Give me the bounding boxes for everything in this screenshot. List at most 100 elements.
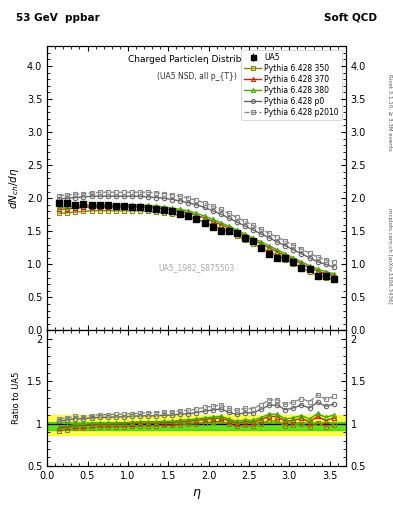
Pythia 6.428 p0 <box>251 227 255 233</box>
Pythia 6.428 380 <box>130 202 134 208</box>
Pythia 6.428 p2010 <box>331 259 336 265</box>
Pythia 6.428 370 <box>97 204 102 210</box>
Pythia 6.428 350 <box>57 210 62 217</box>
Pythia 6.428 p2010 <box>81 190 86 197</box>
Pythia 6.428 380 <box>283 251 288 257</box>
Pythia 6.428 380 <box>57 204 62 210</box>
Pythia 6.428 370 <box>186 210 191 216</box>
Pythia 6.428 p0 <box>73 195 78 201</box>
Pythia 6.428 p2010 <box>170 192 174 198</box>
Pythia 6.428 p2010 <box>65 192 70 198</box>
Pythia 6.428 380 <box>194 210 199 217</box>
Text: 53 GeV  ppbar: 53 GeV ppbar <box>16 13 99 23</box>
Pythia 6.428 370 <box>114 204 118 210</box>
Pythia 6.428 p2010 <box>97 189 102 195</box>
Pythia 6.428 350 <box>226 229 231 235</box>
Pythia 6.428 350 <box>97 208 102 214</box>
Pythia 6.428 p0 <box>226 215 231 221</box>
Pythia 6.428 380 <box>89 202 94 208</box>
Pythia 6.428 p0 <box>267 235 272 241</box>
Pythia 6.428 380 <box>81 202 86 208</box>
Pythia 6.428 370 <box>242 233 247 239</box>
Pythia 6.428 380 <box>97 202 102 208</box>
Pythia 6.428 p0 <box>235 219 239 225</box>
Line: Pythia 6.428 350: Pythia 6.428 350 <box>57 208 336 282</box>
Pythia 6.428 350 <box>323 274 328 281</box>
Pythia 6.428 370 <box>315 268 320 274</box>
Pythia 6.428 380 <box>251 235 255 241</box>
Pythia 6.428 350 <box>315 272 320 278</box>
Pythia 6.428 350 <box>275 253 279 259</box>
Pythia 6.428 380 <box>162 204 167 210</box>
Pythia 6.428 370 <box>57 206 62 212</box>
Pythia 6.428 370 <box>235 229 239 235</box>
Pythia 6.428 370 <box>154 205 158 211</box>
Pythia 6.428 350 <box>146 208 151 215</box>
Pythia 6.428 370 <box>178 208 183 215</box>
Pythia 6.428 p2010 <box>105 189 110 195</box>
Pythia 6.428 p2010 <box>251 222 255 228</box>
Pythia 6.428 p2010 <box>121 189 126 195</box>
Pythia 6.428 p2010 <box>315 254 320 260</box>
Pythia 6.428 380 <box>219 220 223 226</box>
Pythia 6.428 380 <box>65 204 70 210</box>
Pythia 6.428 350 <box>299 265 304 271</box>
Pythia 6.428 350 <box>73 209 78 215</box>
Pythia 6.428 370 <box>226 225 231 231</box>
Pythia 6.428 p2010 <box>89 190 94 196</box>
Y-axis label: Ratio to UA5: Ratio to UA5 <box>12 372 21 424</box>
Pythia 6.428 p0 <box>291 247 296 253</box>
Pythia 6.428 380 <box>331 270 336 276</box>
Pythia 6.428 380 <box>226 223 231 229</box>
Pythia 6.428 350 <box>259 245 263 251</box>
Pythia 6.428 350 <box>331 276 336 283</box>
Pythia 6.428 370 <box>307 265 312 271</box>
Pythia 6.428 380 <box>210 216 215 222</box>
Pythia 6.428 p2010 <box>202 200 207 206</box>
Pythia 6.428 p0 <box>219 211 223 217</box>
Pythia 6.428 380 <box>275 247 279 253</box>
Pythia 6.428 p0 <box>307 254 312 261</box>
Pythia 6.428 350 <box>65 210 70 216</box>
Pythia 6.428 350 <box>105 208 110 214</box>
Pythia 6.428 p0 <box>170 197 174 203</box>
Text: Soft QCD: Soft QCD <box>324 13 377 23</box>
Pythia 6.428 370 <box>331 272 336 279</box>
Pythia 6.428 380 <box>138 202 142 208</box>
Pythia 6.428 350 <box>130 208 134 214</box>
Pythia 6.428 380 <box>178 206 183 212</box>
Pythia 6.428 380 <box>170 205 174 211</box>
Pythia 6.428 350 <box>235 233 239 239</box>
Pythia 6.428 370 <box>121 204 126 210</box>
Pythia 6.428 370 <box>267 245 272 251</box>
Pythia 6.428 370 <box>259 241 263 247</box>
Pythia 6.428 380 <box>235 227 239 233</box>
Pythia 6.428 p0 <box>283 243 288 249</box>
Pythia 6.428 p0 <box>194 202 199 208</box>
Pythia 6.428 350 <box>138 208 142 214</box>
Pythia 6.428 370 <box>170 207 174 213</box>
Pythia 6.428 p0 <box>323 261 328 267</box>
Pythia 6.428 p0 <box>242 223 247 229</box>
Pythia 6.428 p2010 <box>114 189 118 195</box>
Pythia 6.428 p2010 <box>259 226 263 232</box>
Pythia 6.428 p2010 <box>178 193 183 199</box>
Pythia 6.428 380 <box>202 213 207 219</box>
Pythia 6.428 370 <box>323 270 328 276</box>
Text: (UA5 NSD, all p_{T}): (UA5 NSD, all p_{T}) <box>156 72 237 81</box>
Pythia 6.428 370 <box>275 249 279 255</box>
Line: Pythia 6.428 p2010: Pythia 6.428 p2010 <box>57 190 336 265</box>
Pythia 6.428 p0 <box>105 193 110 199</box>
Pythia 6.428 370 <box>73 205 78 211</box>
Pythia 6.428 380 <box>291 254 296 261</box>
Pythia 6.428 370 <box>89 204 94 210</box>
Pythia 6.428 380 <box>267 243 272 249</box>
Pythia 6.428 350 <box>242 237 247 243</box>
Y-axis label: $dN_{ch}/d\eta$: $dN_{ch}/d\eta$ <box>7 167 21 209</box>
Pythia 6.428 380 <box>114 202 118 208</box>
Pythia 6.428 370 <box>138 204 142 210</box>
Pythia 6.428 350 <box>219 226 223 232</box>
Pythia 6.428 p0 <box>138 193 142 199</box>
Pythia 6.428 380 <box>105 202 110 208</box>
Pythia 6.428 350 <box>89 208 94 214</box>
